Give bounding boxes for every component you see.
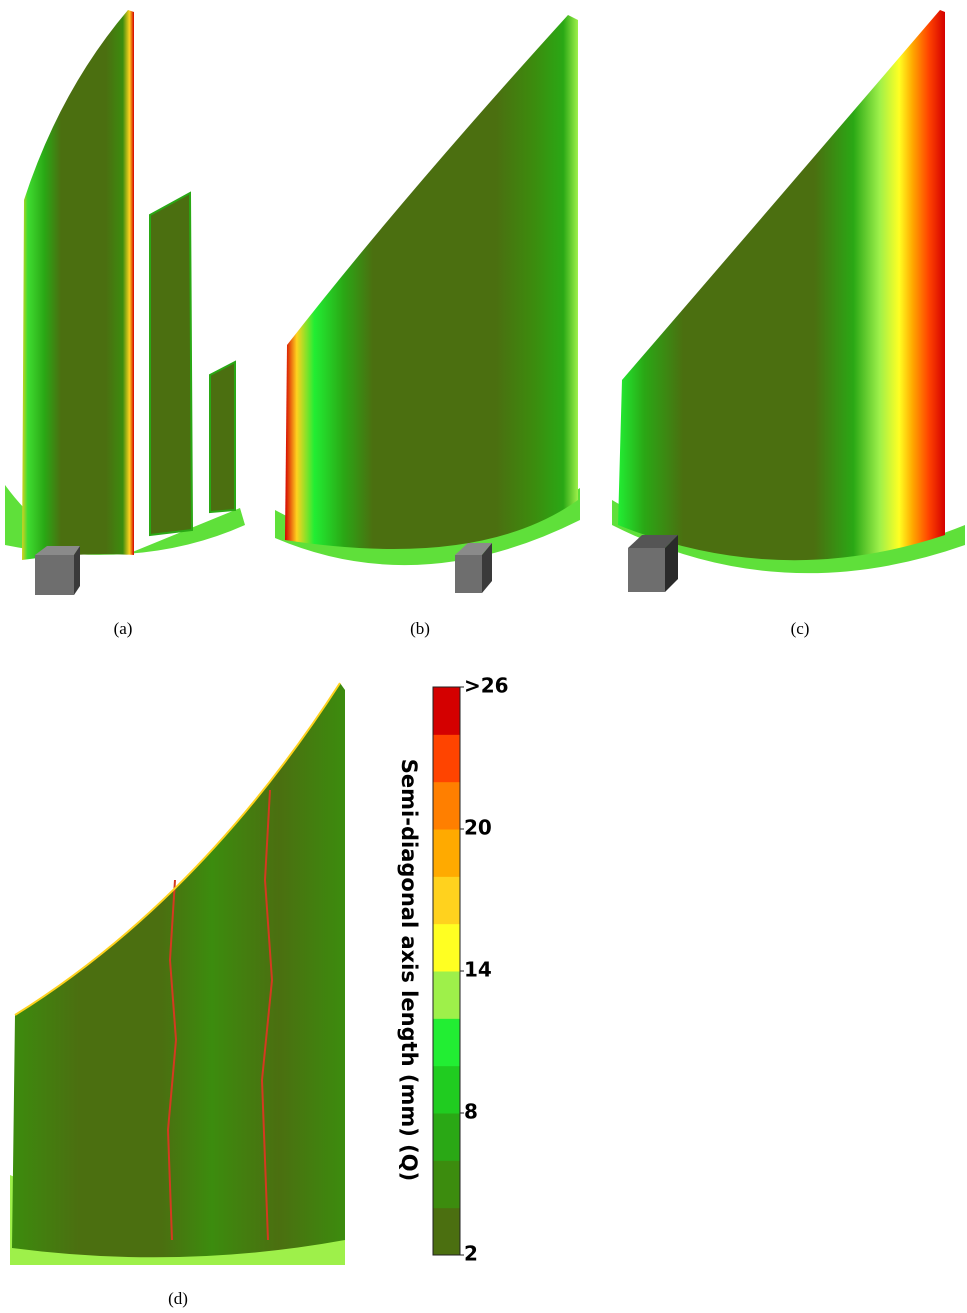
- color-band: [433, 734, 460, 782]
- tick-label: 8: [464, 1100, 478, 1124]
- panel-c: [612, 10, 965, 592]
- sail: [618, 10, 945, 560]
- sail: [285, 15, 578, 549]
- tick-label: 14: [464, 958, 492, 982]
- color-band: [433, 924, 460, 972]
- sail: [12, 683, 345, 1257]
- color-band: [433, 829, 460, 877]
- tick-label: 20: [464, 816, 492, 840]
- color-band: [433, 1208, 460, 1256]
- color-band: [433, 876, 460, 924]
- cube: [628, 548, 665, 592]
- color-band: [433, 1018, 460, 1066]
- panel-a: [5, 10, 245, 595]
- caption: (b): [410, 619, 430, 638]
- color-band: [433, 687, 460, 735]
- color-band: [433, 971, 460, 1019]
- tick-label: >26: [464, 674, 509, 698]
- panel: [210, 362, 235, 512]
- color-band: [433, 1066, 460, 1114]
- panel-b: [275, 15, 580, 593]
- tick-label: 2: [464, 1242, 478, 1266]
- colorbar: Semi-diagonal axis length (mm) (Q) 2 8 14 2…: [397, 674, 509, 1266]
- panel-d: [10, 683, 345, 1265]
- caption: (d): [168, 1289, 188, 1308]
- panel: [150, 193, 192, 535]
- color-band: [433, 1160, 460, 1208]
- caption: (c): [791, 619, 810, 638]
- color-band: [433, 782, 460, 830]
- cube: [35, 555, 74, 595]
- cube: [455, 555, 482, 593]
- sail: [22, 10, 134, 560]
- caption: (a): [114, 619, 133, 638]
- color-band: [433, 1113, 460, 1161]
- colorbar-title: Semi-diagonal axis length (mm) (Q): [397, 759, 421, 1181]
- figure: (a) (b) (c) (d) Semi-diagonal axis lengt…: [0, 0, 967, 1313]
